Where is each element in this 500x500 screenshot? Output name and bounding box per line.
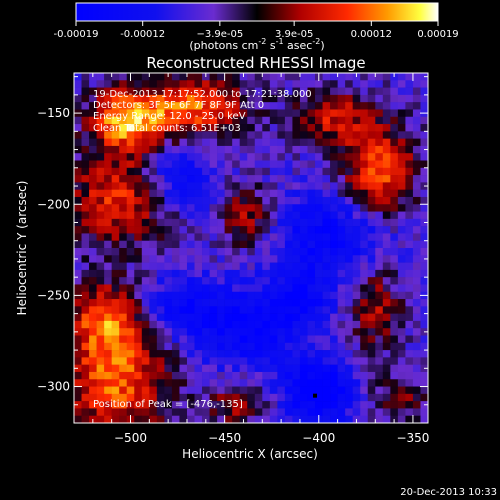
colorbar-tick-label: -0.00012: [120, 29, 165, 40]
y-tick-label: −300: [37, 380, 70, 394]
chart-title: Reconstructed RHESSI Image: [146, 54, 365, 72]
annotation-peak-position: Position of Peak = [-476,-135]: [93, 399, 243, 410]
colorbar-ticks: -0.00019 -0.00012 −3.9e-05 3.9e-05 0.00012 0.…: [54, 21, 459, 40]
colorbar-gradient: [75, 2, 439, 22]
colorbar-tick-label: 0.00019: [417, 29, 458, 40]
colorbar-unit: (photons cm-2 s-1 asec-2): [189, 37, 324, 52]
image-annotations: 19-Dec-2013 17:17:52.000 to 17:21:38.000…: [93, 89, 312, 410]
x-tick-label: −450: [208, 431, 241, 445]
colorbar-tick-label: 3.9e-05: [275, 29, 313, 40]
x-tick-label: −350: [396, 431, 429, 445]
colorbar-tick-label: 0.00012: [351, 29, 392, 40]
y-tick-label: −200: [37, 197, 70, 211]
annotation-detectors: Detectors: 3F 5F 6F 7F 8F 9F Att 0: [93, 100, 264, 111]
peak-marker: [313, 393, 318, 398]
colorbar: -0.00019 -0.00012 −3.9e-05 3.9e-05 0.00012 0.…: [54, 2, 459, 52]
x-axis-label: Heliocentric X (arcsec): [182, 447, 318, 461]
plot-frame: [73, 72, 429, 424]
colorbar-tick-label: -0.00019: [54, 29, 99, 40]
annotation-clean-counts: Clean Total counts: 6.51E+03: [93, 123, 241, 134]
x-axis: −500 −450 −400 −350: [92, 73, 429, 445]
y-tick-label: −150: [37, 106, 70, 120]
x-tick-label: −500: [114, 431, 147, 445]
annotation-energy-range: Energy Range: 12.0 - 25.0 keV: [93, 111, 246, 122]
annotation-time-range: 19-Dec-2013 17:17:52.000 to 17:21:38.000: [93, 89, 312, 100]
y-tick-label: −250: [37, 288, 70, 302]
colorbar-tick-label: −3.9e-05: [196, 29, 243, 40]
x-tick-label: −400: [302, 431, 335, 445]
y-axis-label: Heliocentric Y (arcsec): [15, 181, 29, 316]
plot-timestamp: 20-Dec-2013 10:33: [400, 487, 497, 498]
y-axis: −300 −250 −200 −150: [37, 76, 428, 424]
